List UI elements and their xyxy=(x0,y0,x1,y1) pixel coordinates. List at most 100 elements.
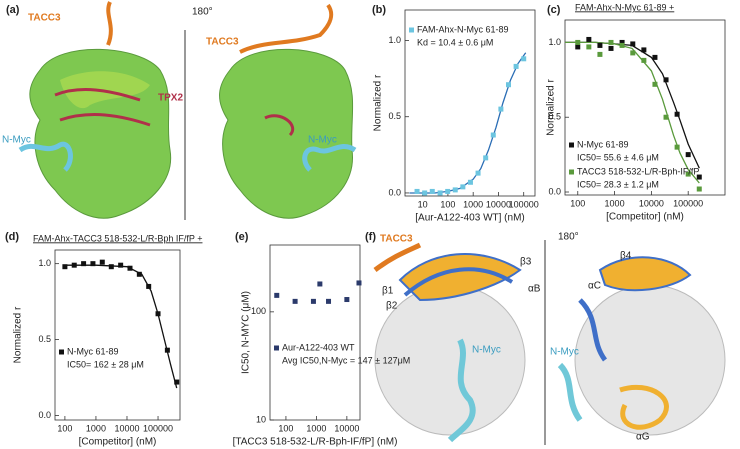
data-point xyxy=(452,187,458,193)
x-tick-label: 100 xyxy=(278,423,293,433)
y-axis-label: IC50, N-MYC (μM) xyxy=(241,291,252,374)
y-tick-label: 100 xyxy=(251,306,266,316)
chart-title: FAM-Ahx-N-Myc 61-89 + xyxy=(575,2,674,12)
data-point xyxy=(344,297,350,303)
data-point xyxy=(652,54,658,60)
panel-label: (a) xyxy=(6,4,20,16)
data-point xyxy=(586,36,592,42)
data-point xyxy=(292,298,298,304)
x-tick-label: 1000 xyxy=(306,423,326,433)
structure-label: β3 xyxy=(520,257,532,268)
data-point xyxy=(575,39,581,45)
y-tick-label: 10 xyxy=(256,414,266,424)
y-tick-label: 1.0 xyxy=(548,37,561,47)
structure-label: β1 xyxy=(382,286,394,297)
nmyc-label: N-Myc xyxy=(2,135,31,146)
legend-label: N-Myc 61-89 xyxy=(67,346,119,356)
data-point xyxy=(118,262,124,268)
data-point xyxy=(652,81,658,87)
legend-label: FAM-Ahx-N-Myc 61-89 xyxy=(417,24,509,34)
data-point xyxy=(317,281,323,287)
data-point xyxy=(674,111,680,117)
rotation-label: 180° xyxy=(192,7,213,18)
data-point xyxy=(422,190,428,196)
structure-label: β4 xyxy=(620,251,632,262)
legend-label: TACC3 518-532-L/R-Bph-IF/fP xyxy=(577,166,699,176)
x-axis-label: [Competitor] (nM) xyxy=(606,212,684,223)
x-tick-label: 10000 xyxy=(114,423,139,433)
legend-note: Avg IC50,N-Myc = 147 ± 127μM xyxy=(282,355,410,365)
data-point xyxy=(445,188,451,194)
data-point xyxy=(356,280,362,286)
data-point xyxy=(155,311,161,317)
y-tick-label: 0.0 xyxy=(38,410,51,420)
x-tick-label: 10000 xyxy=(486,199,511,209)
tpx2-label: TPX2 xyxy=(158,93,183,104)
data-point xyxy=(429,188,435,194)
nmyc-label: N-Myc xyxy=(472,345,501,356)
data-point xyxy=(498,106,504,112)
data-point xyxy=(174,379,180,385)
legend-marker xyxy=(59,349,64,355)
data-point xyxy=(71,262,77,268)
panel-label: (f) xyxy=(365,231,376,243)
data-point xyxy=(674,144,680,150)
plot-frame xyxy=(564,19,726,196)
legend-note: IC50= 162 ± 28 μM xyxy=(67,359,144,369)
x-tick-label: 10000 xyxy=(334,423,359,433)
panel-label: (d) xyxy=(5,231,19,243)
data-point xyxy=(575,44,581,50)
legend-note: IC50= 28.3 ± 1.2 μM xyxy=(577,179,659,189)
legend-marker xyxy=(569,142,574,148)
fit-line xyxy=(409,52,527,194)
data-point xyxy=(146,283,152,289)
data-point xyxy=(164,347,170,353)
y-tick-label: 0.0 xyxy=(548,186,561,196)
x-tick-label: 100000 xyxy=(509,199,539,209)
data-point xyxy=(136,271,142,277)
data-point xyxy=(608,45,614,51)
y-axis-label: Normalized r xyxy=(546,78,557,135)
data-point xyxy=(108,264,114,270)
legend-marker xyxy=(569,169,574,175)
nmyc-label: N-Myc xyxy=(550,347,579,358)
x-tick-label: 1000 xyxy=(86,423,106,433)
data-point xyxy=(490,132,496,138)
data-point xyxy=(641,47,647,53)
y-tick-label: 1.0 xyxy=(38,258,51,268)
nmyc-label: N-Myc xyxy=(308,135,337,146)
panel-label: (e) xyxy=(235,231,249,243)
tacc3-label: TACC3 xyxy=(206,37,239,48)
rotation-label: 180° xyxy=(558,232,579,243)
structure-label: αC xyxy=(588,281,601,292)
data-point xyxy=(685,171,691,177)
data-point xyxy=(630,41,636,47)
y-tick-label: 1.0 xyxy=(388,35,401,45)
plot-frame xyxy=(54,249,181,421)
data-point xyxy=(274,292,280,298)
data-point xyxy=(310,298,316,304)
fit-line xyxy=(565,41,700,184)
x-axis-label: [Competitor] (nM) xyxy=(79,437,157,448)
tacc3-label: TACC3 xyxy=(380,234,413,245)
data-point xyxy=(586,44,592,50)
panel-label: (b) xyxy=(372,4,386,16)
y-axis-label: Normalized r xyxy=(13,306,24,363)
legend-note: Kd = 10.4 ± 0.6 μM xyxy=(417,37,493,47)
x-tick-label: 100 xyxy=(570,198,585,208)
data-point xyxy=(641,57,647,63)
legend-marker xyxy=(274,345,279,351)
data-point xyxy=(437,190,443,196)
x-axis-label: [TACC3 518-532-L/R-Bph-IF/fP] (nM) xyxy=(233,437,398,448)
panel-label: (c) xyxy=(547,4,561,16)
data-point xyxy=(630,50,636,56)
structure-label: β2 xyxy=(386,301,398,312)
structure-f xyxy=(373,240,726,445)
data-point xyxy=(467,179,473,185)
y-tick-label: 0.5 xyxy=(388,111,401,121)
x-axis-label: [Aur-A122-403 WT] (nM) xyxy=(415,213,524,224)
structure-label: αG xyxy=(636,432,650,443)
data-point xyxy=(597,42,603,48)
tacc3-label: TACC3 xyxy=(28,13,61,24)
